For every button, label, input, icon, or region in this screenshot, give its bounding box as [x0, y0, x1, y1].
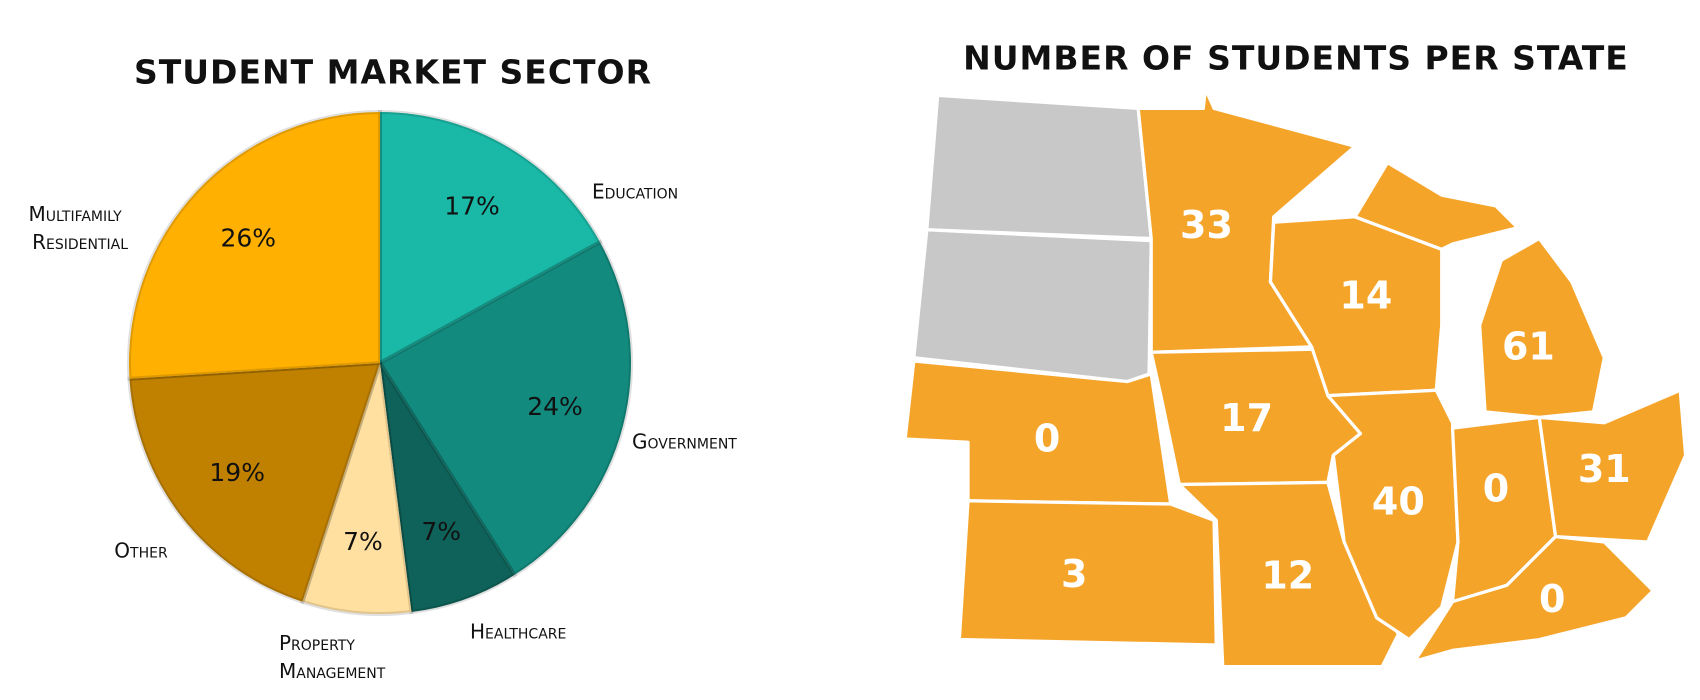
state — [1136, 87, 1357, 354]
value-label: 24% — [527, 392, 583, 421]
state — [957, 499, 1218, 647]
value-label: 7% — [421, 517, 461, 546]
state-value: 0 — [1539, 577, 1565, 621]
value-label: 26% — [220, 223, 276, 252]
state-value: 61 — [1502, 325, 1555, 369]
value-label: 17% — [444, 191, 500, 220]
state-value: 33 — [1180, 203, 1233, 247]
state-value: 0 — [1034, 417, 1060, 461]
state-value: 14 — [1339, 274, 1392, 318]
category-label: Property Management — [279, 631, 386, 683]
state-value: 3 — [1061, 552, 1087, 596]
pie-slice — [127, 109, 382, 381]
pie-slice — [378, 361, 518, 615]
pie-slice — [299, 362, 414, 616]
state — [1478, 236, 1606, 419]
map-title: Number of Students per State — [963, 39, 1629, 78]
state-value: 40 — [1372, 480, 1425, 524]
category-label: Other — [114, 539, 168, 563]
state-value: 17 — [1220, 396, 1273, 440]
state — [1326, 388, 1460, 642]
category-label: Government — [632, 430, 737, 454]
state-value: 12 — [1261, 553, 1314, 597]
pie-title: Student Market Sector — [134, 53, 652, 92]
pie-chart: 17% Education 24% Government 7% Healthcare 7% P… — [29, 109, 737, 683]
value-label: 7% — [343, 527, 383, 556]
category-label: Multifamily Residential — [29, 202, 129, 254]
category-label: Education — [592, 180, 678, 204]
state — [1412, 534, 1655, 663]
value-label: 19% — [209, 458, 265, 487]
state-gray — [925, 93, 1153, 241]
category-label: Healthcare — [470, 620, 566, 644]
pie-slice — [377, 239, 633, 578]
state-value: 0 — [1483, 467, 1509, 511]
state — [1353, 160, 1520, 251]
pie-slice — [378, 109, 603, 367]
state-value: 31 — [1578, 447, 1631, 491]
map — [903, 87, 1688, 669]
state-gray — [912, 228, 1153, 384]
pie-slice — [127, 360, 383, 605]
